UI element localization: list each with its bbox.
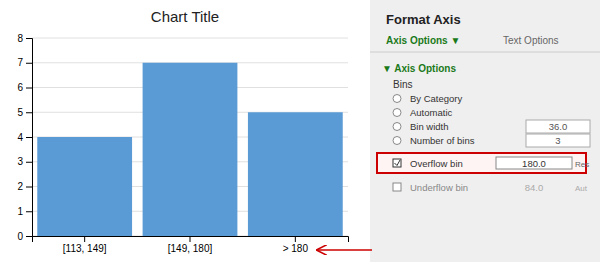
value-box[interactable] [526, 120, 590, 133]
annotation: Underflow bin [410, 182, 468, 193]
annotation: Bin width [410, 121, 449, 132]
grid [32, 38, 348, 236]
bars [37, 63, 342, 236]
annotation: By Category [410, 93, 463, 104]
y-tick: 7 [17, 57, 32, 68]
y-axis-line [26, 39, 33, 237]
y-tick-mark [26, 38, 32, 39]
arrow [317, 249, 372, 251]
x-axis: [113, 149] [149, 180] > 180 [33, 236, 349, 254]
y-tick-label: 6 [17, 82, 23, 93]
annotation: Axis Options ▼ [386, 35, 460, 46]
x-tick: > 180 [283, 236, 309, 254]
bar [143, 63, 238, 236]
y-tick-mark [26, 211, 32, 212]
plot: 0 1 2 3 4 5 6 7 8 [113, 149] [149, 180] > 180 [17, 33, 348, 254]
annotation: 36.0 [549, 121, 568, 132]
annotation: Overflow bin [410, 158, 463, 169]
y-tick: 4 [17, 132, 32, 143]
y-tick-mark [26, 162, 32, 163]
y-tick: 2 [17, 181, 32, 192]
annotation: 84.0 [525, 182, 544, 193]
panel: Format Axis Axis Options ▼ Text Options ▼ A… [370, 0, 600, 262]
x-tick-label: [113, 149] [63, 243, 107, 254]
grid-line [32, 38, 348, 39]
x-tick-mark [190, 236, 191, 242]
x-tick: [149, 180] [168, 236, 213, 254]
x-axis-line [33, 237, 349, 243]
y-tick-mark [26, 137, 32, 138]
y-tick-label: 8 [17, 33, 23, 44]
check-mark [395, 160, 401, 166]
y-tick: 8 [17, 33, 32, 44]
x-tick: [113, 149] [63, 236, 107, 254]
annotation: 3 [555, 135, 560, 146]
annotation: Res [575, 160, 589, 169]
y-tick-mark [26, 112, 32, 113]
value-box[interactable] [496, 157, 572, 169]
separator [370, 52, 600, 53]
y-tick-mark [26, 236, 32, 237]
y-tick-label: 7 [17, 57, 23, 68]
highlight-box [377, 153, 586, 173]
y-tick-mark [26, 63, 32, 64]
bar [248, 112, 343, 236]
annotation: Text Options [503, 35, 559, 46]
value-box[interactable] [526, 134, 590, 147]
annotation: Automatic [410, 107, 452, 118]
checkbox[interactable] [393, 183, 401, 191]
y-tick: 6 [17, 82, 32, 93]
annotation: Aut [575, 184, 588, 193]
annotation: ▼ Axis Options [382, 63, 456, 74]
x-tick-mark [84, 236, 85, 242]
y-tick-label: 5 [17, 107, 23, 118]
radio[interactable] [393, 95, 401, 103]
y-tick: 3 [17, 156, 32, 167]
y-tick-label: 3 [17, 156, 23, 167]
y-tick: 5 [17, 107, 32, 118]
y-tick-label: 2 [17, 181, 23, 192]
y-tick-label: 1 [17, 206, 23, 217]
y-tick-label: 4 [17, 132, 23, 143]
annotation: Number of bins [410, 135, 475, 146]
y-tick: 0 [17, 231, 32, 242]
canvas: Chart Title 0 1 2 3 4 5 6 7 8 [113, 149] [149, 180]… [0, 0, 600, 262]
annotation: Format Axis [386, 12, 461, 27]
y-tick-mark [26, 88, 32, 89]
radio[interactable] [393, 123, 401, 131]
x-tick-label: > 180 [283, 243, 309, 254]
annotation: Bins [393, 79, 412, 90]
x-tick-mark [295, 236, 296, 242]
y-tick-mark [26, 187, 32, 188]
y-tick: 1 [17, 206, 32, 217]
y-axis: 0 1 2 3 4 5 6 7 8 [17, 33, 32, 242]
annotation: 180.0 [522, 158, 546, 169]
radio[interactable] [393, 137, 401, 145]
checkbox[interactable] [393, 159, 401, 167]
title: Chart Title [151, 8, 219, 25]
radio[interactable] [393, 109, 401, 117]
x-tick-label: [149, 180] [168, 243, 213, 254]
panel-bg [370, 0, 600, 262]
bar [37, 137, 132, 236]
y-tick-label: 0 [17, 231, 23, 242]
